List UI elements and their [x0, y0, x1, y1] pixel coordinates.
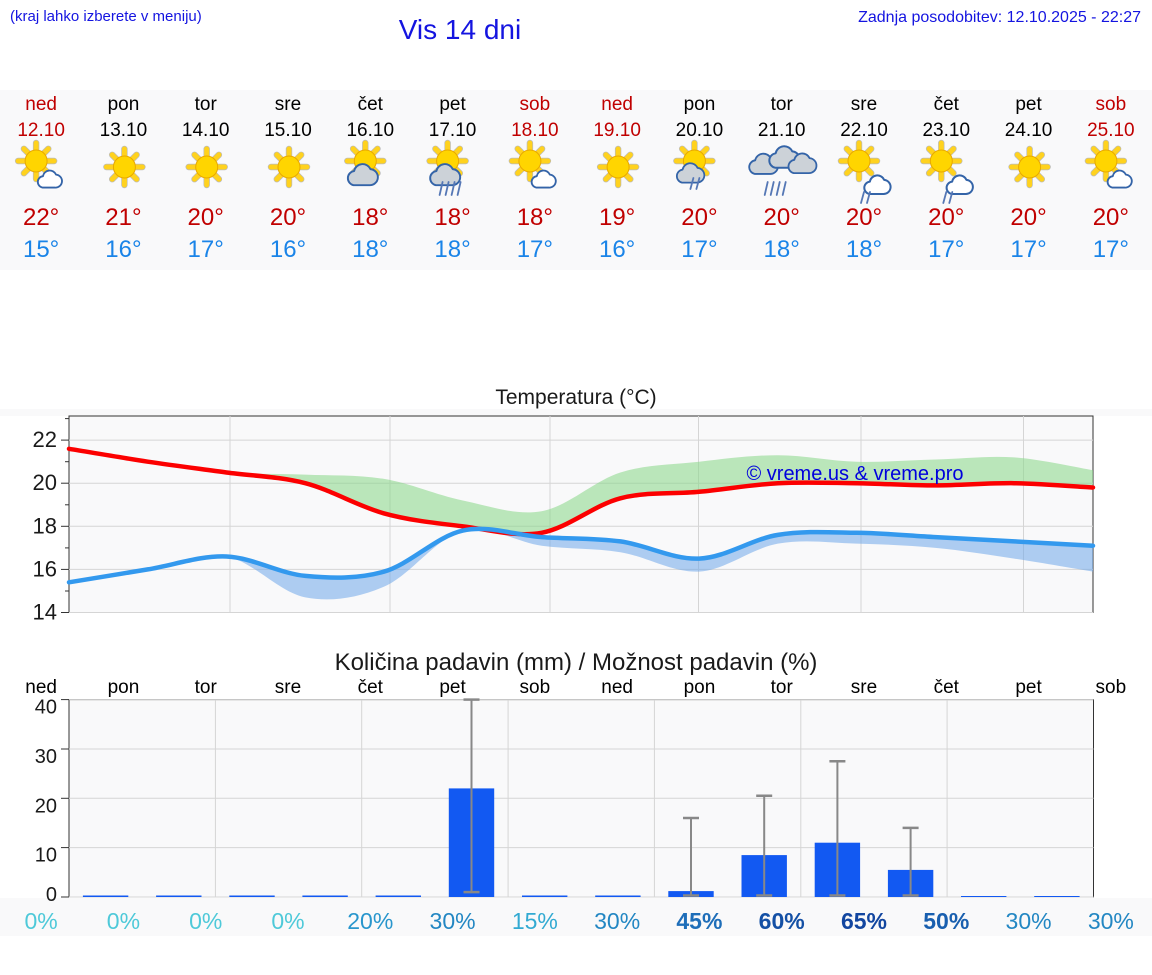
svg-text:40: 40 [35, 697, 57, 719]
svg-text:10: 10 [35, 845, 57, 867]
svg-text:0: 0 [46, 884, 57, 906]
svg-text:20: 20 [35, 795, 57, 817]
svg-text:30: 30 [35, 746, 57, 768]
